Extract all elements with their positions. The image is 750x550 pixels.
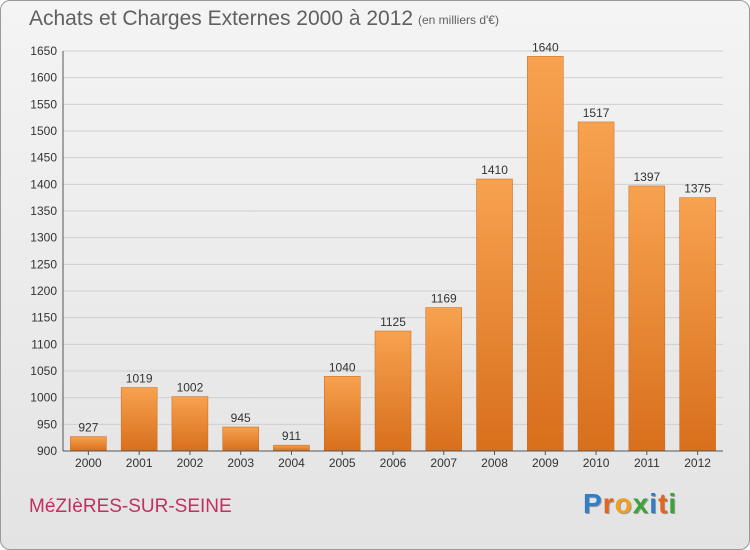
x-tick-label: 2010	[583, 456, 610, 470]
x-tick-label: 2006	[380, 456, 407, 470]
y-tick-label: 1450	[30, 151, 57, 165]
bar-2004	[273, 444, 310, 452]
x-tick-label: 2011	[634, 456, 660, 470]
y-tick-label: 1000	[30, 391, 57, 405]
x-tick-label: 2008	[481, 456, 508, 470]
chart-unit: (en milliers d'€)	[418, 13, 499, 27]
x-tick-label: 2002	[177, 456, 204, 470]
bar-2011	[628, 185, 666, 452]
y-tick-label: 950	[37, 417, 57, 431]
logo-letter: o	[614, 488, 633, 519]
y-tick-label: 1600	[30, 71, 57, 85]
logo-letter: r	[602, 488, 615, 519]
bar-2001	[120, 387, 158, 452]
bar-2010	[577, 121, 615, 452]
bar-value-label: 1040	[329, 360, 356, 374]
y-tick-label: 1300	[30, 231, 57, 245]
y-tick-label: 1550	[30, 97, 57, 111]
bar-value-label: 1002	[177, 381, 204, 395]
bar-2009	[527, 56, 564, 452]
bar-value-label: 1410	[481, 163, 508, 177]
bars: 927 1019 1002 945 911 1040 1125 1169 1410 1640 151…	[70, 40, 716, 452]
x-tick-label: 2012	[684, 456, 711, 470]
bar-2006	[374, 330, 412, 452]
y-tick-label: 900	[37, 444, 57, 458]
y-tick-label: 1200	[30, 284, 57, 298]
logo-letter: P	[583, 488, 603, 519]
x-tick-label: 2007	[430, 456, 457, 470]
x-tick-label: 2000	[75, 456, 102, 470]
bar-value-label: 911	[282, 429, 301, 443]
x-tick-label: 2005	[329, 456, 356, 470]
x-tick-label: 2009	[532, 456, 559, 470]
bar-value-label: 927	[78, 421, 98, 435]
x-tick-label: 2004	[278, 456, 305, 470]
bar-2012	[679, 197, 716, 452]
proxiti-logo: Proxiti	[583, 488, 677, 520]
logo-letter: x	[632, 488, 650, 519]
x-tick-label: 2003	[227, 456, 254, 470]
bar-value-label: 1125	[380, 315, 406, 329]
commune-name: MéZIèRES-SUR-SEINE	[29, 496, 232, 517]
bar-value-label: 945	[231, 411, 251, 425]
logo-letter: t	[658, 488, 669, 519]
bar-2002	[171, 396, 209, 452]
axes: 900 950 1000 1050 1100 1150 1200 1250 1300 1350 14…	[30, 44, 723, 470]
bar-2007	[425, 307, 463, 452]
y-tick-label: 1650	[30, 44, 57, 58]
logo-letter: i	[649, 488, 659, 519]
bar-value-label: 1397	[633, 170, 660, 184]
bar-value-label: 1517	[583, 106, 610, 120]
bar-value-label: 1019	[126, 372, 153, 386]
bar-value-label: 1375	[684, 182, 711, 196]
bar-2000	[70, 436, 107, 452]
bar-value-label: 1640	[532, 40, 559, 54]
y-tick-label: 1500	[30, 124, 57, 138]
chart-title: Achats et Charges Externes 2000 à 2012	[29, 7, 414, 30]
y-tick-label: 1050	[30, 364, 57, 378]
y-tick-label: 1400	[30, 177, 57, 191]
bar-2008	[476, 178, 513, 452]
x-tick-label: 2001	[126, 456, 153, 470]
bar-2003	[222, 426, 259, 452]
logo-letter: i	[668, 488, 678, 519]
y-tick-label: 1250	[30, 257, 57, 271]
bar-2005	[323, 376, 361, 452]
y-tick-label: 1350	[30, 204, 57, 218]
y-tick-label: 1100	[31, 337, 57, 351]
y-tick-label: 1150	[31, 311, 57, 325]
bar-value-label: 1169	[431, 292, 457, 306]
